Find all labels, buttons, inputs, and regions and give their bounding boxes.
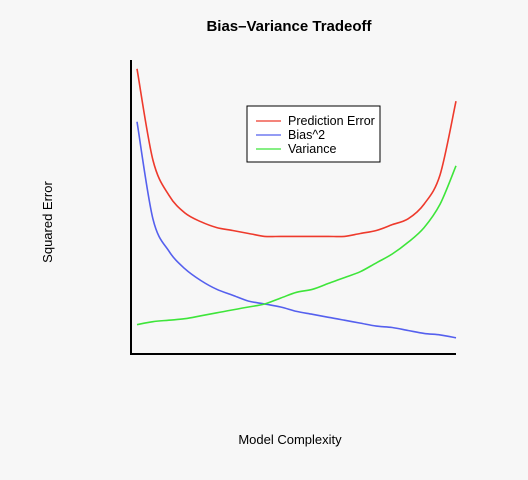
chart-title: Bias–Variance Tradeoff — [206, 18, 372, 35]
plot-lines — [136, 68, 457, 339]
legend-label: Variance — [288, 142, 336, 156]
y-axis-label: Squared Error — [40, 181, 55, 263]
series-line-variance — [136, 165, 457, 326]
legend-box — [246, 105, 381, 163]
series-line-prediction-error — [136, 68, 457, 238]
x-axis-label: Model Complexity — [238, 432, 342, 447]
legend-label: Prediction Error — [288, 114, 375, 128]
legend-label: Bias^2 — [288, 128, 325, 142]
series-line-bias-2 — [136, 121, 457, 339]
